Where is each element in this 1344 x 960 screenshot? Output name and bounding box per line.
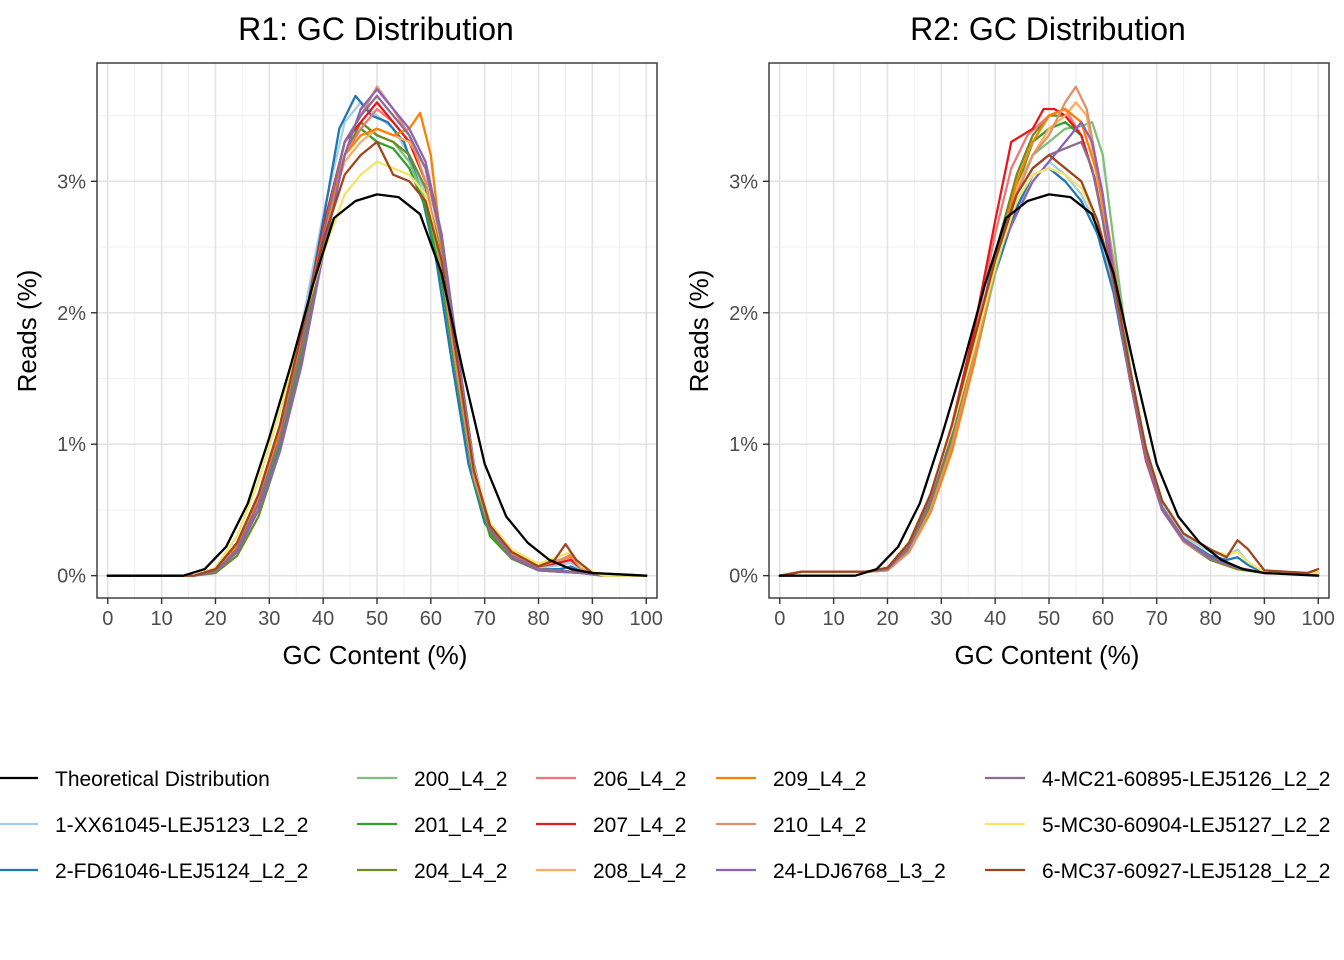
x-tick-label: 20 <box>204 608 226 630</box>
series-line-6-mc37-60927-lej5128-l2-2 <box>778 153 1320 577</box>
legend-label-theoretical-distribution: Theoretical Distribution <box>55 768 270 791</box>
x-tick-label: 10 <box>822 608 844 630</box>
x-axis-title: GC Content (%) <box>283 640 468 670</box>
series-line-24-ldj6768-l3-2 <box>106 88 648 577</box>
panel-title: R2: GC Distribution <box>910 11 1186 47</box>
x-tick-label: 70 <box>1146 608 1168 630</box>
legend-label-208-l4-2: 208_L4_2 <box>593 860 686 883</box>
x-axis-title: GC Content (%) <box>955 640 1140 670</box>
y-tick-label: 1% <box>57 434 86 456</box>
x-tick-label: 90 <box>1253 608 1275 630</box>
y-tick-label: 1% <box>729 434 758 456</box>
legend: Theoretical Distribution 1-XX61045-LEJ512… <box>0 768 1330 883</box>
x-tick-label: 0 <box>774 608 785 630</box>
panel-2: 0 10 20 30 40 50 60 70 80 90 100 0% 1% 2% 3% R2: GC Dis… <box>684 11 1335 670</box>
legend-label-206-l4-2: 206_L4_2 <box>593 768 686 791</box>
legend-label-209-l4-2: 209_L4_2 <box>773 768 866 791</box>
x-tick-label: 0 <box>102 608 113 630</box>
series-line-5-mc30-60904-lej5127-l2-2 <box>106 160 648 577</box>
legend-label-2-fd61046-lej5124-l2-2: 2-FD61046-LEJ5124_L2_2 <box>55 860 308 883</box>
x-tick-label: 60 <box>420 608 442 630</box>
x-tick-label: 30 <box>258 608 280 630</box>
y-tick-label: 2% <box>729 303 758 325</box>
x-tick-label: 50 <box>1038 608 1060 630</box>
legend-label-6-mc37-60927-lej5128-l2-2: 6-MC37-60927-LEJ5128_L2_2 <box>1042 860 1330 883</box>
y-tick-label: 0% <box>729 566 758 588</box>
series-line-4-mc21-60895-lej5126-l2-2 <box>106 94 648 577</box>
panel-1: 0 10 20 30 40 50 60 70 80 90 100 0% 1% 2% 3% R1: GC Dis… <box>12 11 663 670</box>
x-tick-label: 50 <box>366 608 388 630</box>
y-tick-label: 3% <box>57 171 86 193</box>
legend-label-201-l4-2: 201_L4_2 <box>414 814 507 837</box>
legend-label-5-mc30-60904-lej5127-l2-2: 5-MC30-60904-LEJ5127_L2_2 <box>1042 814 1330 837</box>
series-lines <box>778 85 1320 577</box>
x-tick-label: 30 <box>930 608 952 630</box>
series-lines <box>106 85 648 577</box>
x-tick-label: 40 <box>312 608 334 630</box>
legend-label-204-l4-2: 204_L4_2 <box>414 860 507 883</box>
y-axis-title: Reads (%) <box>684 270 714 393</box>
y-tick-label: 3% <box>729 171 758 193</box>
x-tick-label: 80 <box>527 608 549 630</box>
x-tick-label: 60 <box>1092 608 1114 630</box>
x-tick-label: 40 <box>984 608 1006 630</box>
x-tick-label: 20 <box>876 608 898 630</box>
x-tick-label: 10 <box>150 608 172 630</box>
legend-label-200-l4-2: 200_L4_2 <box>414 768 507 791</box>
series-line-theoretical-distribution <box>106 193 648 577</box>
x-tick-label: 70 <box>474 608 496 630</box>
x-tick-label: 80 <box>1199 608 1221 630</box>
legend-label-1-xx61045-lej5123-l2-2: 1-XX61045-LEJ5123_L2_2 <box>55 814 308 837</box>
y-tick-label: 0% <box>57 566 86 588</box>
legend-label-210-l4-2: 210_L4_2 <box>773 814 866 837</box>
legend-label-24-ldj6768-l3-2: 24-LDJ6768_L3_2 <box>773 860 946 883</box>
x-tick-label: 100 <box>630 608 663 630</box>
panel-title: R1: GC Distribution <box>238 11 514 47</box>
y-tick-label: 2% <box>57 303 86 325</box>
x-tick-label: 100 <box>1302 608 1335 630</box>
legend-label-207-l4-2: 207_L4_2 <box>593 814 686 837</box>
y-axis-title: Reads (%) <box>12 270 42 393</box>
series-line-theoretical-distribution <box>778 193 1320 577</box>
x-tick-label: 90 <box>581 608 603 630</box>
series-line-6-mc37-60927-lej5128-l2-2 <box>106 140 648 577</box>
legend-label-4-mc21-60895-lej5126-l2-2: 4-MC21-60895-LEJ5126_L2_2 <box>1042 768 1330 791</box>
